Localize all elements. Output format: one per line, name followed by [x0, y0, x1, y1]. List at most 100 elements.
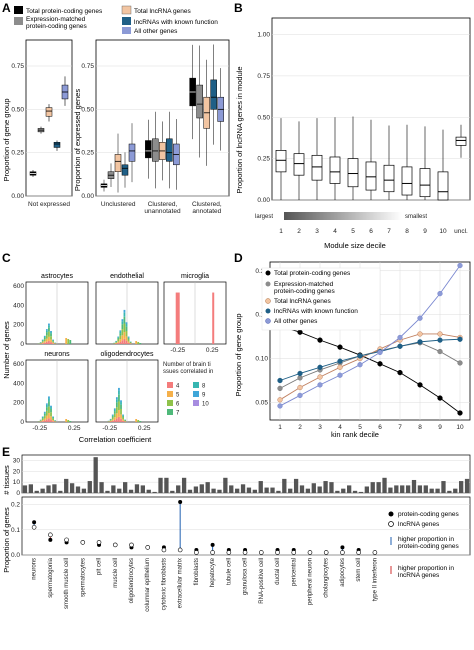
c-hist-bar: [52, 417, 54, 419]
c-legend-swatch: [167, 391, 173, 397]
d-point: [337, 372, 343, 378]
e-top-bar: [34, 490, 39, 493]
d-point: [317, 374, 323, 380]
c-facet-title: oligodendrocytes: [101, 351, 154, 358]
b-xtick: 4: [333, 228, 337, 235]
a-left-box: [53, 142, 61, 148]
panel-letter-c: C: [2, 251, 11, 265]
c-hist-bar: [43, 420, 46, 422]
e-top-bar: [187, 489, 193, 493]
b-ytick: 0.75: [257, 73, 270, 80]
c-hist-bar: [50, 332, 52, 334]
e-category-label: pericentral: [291, 558, 297, 586]
c-hist-bar: [41, 343, 44, 344]
b-xtick: uncl.: [454, 228, 468, 235]
c-hist-bar: [67, 420, 70, 422]
panel-c-histograms: astrocytes 0 200 400 600 endothelial microglia…: [13, 273, 227, 432]
c-hist-bar: [118, 416, 120, 422]
c-ytick: 400: [13, 380, 24, 387]
a-right-ytick: 0.50: [81, 106, 94, 113]
c-hist-bar: [117, 339, 120, 342]
c-hist-bar: [115, 399, 118, 403]
c-hist-bar: [50, 336, 52, 340]
c-xtick: 0.25: [68, 425, 81, 432]
d-point: [457, 262, 463, 269]
c-hist-bar: [127, 336, 130, 338]
c-legend-label: 5: [176, 393, 180, 399]
c-hist-bar: [122, 419, 124, 421]
e-top-bar: [376, 482, 381, 493]
d-point: [297, 375, 303, 381]
e-top-bar: [128, 489, 134, 493]
b-box: [419, 168, 431, 198]
c-hist-bar: [50, 419, 52, 422]
c-facet-title: neurons: [44, 351, 70, 358]
e-category-label: RNA-positive cell: [259, 558, 265, 604]
e-lncrna-point: [210, 550, 215, 555]
legend-a-swatch-other: [122, 27, 131, 34]
e-category-label: smooth muscle cell: [64, 558, 70, 609]
e-top-bar: [252, 489, 257, 493]
d-point: [417, 315, 423, 321]
e-lncrna-point: [64, 537, 69, 543]
c-hist-bar: [45, 403, 48, 405]
e-top-bar: [370, 482, 375, 493]
legend-a-swatch-matched: [14, 17, 23, 25]
b-box: [275, 150, 287, 173]
a-right-box: [210, 79, 217, 110]
c-hist-bar: [113, 411, 116, 414]
e-top-bar: [317, 486, 322, 493]
d-point: [417, 331, 423, 337]
c-hist-bar: [43, 413, 46, 416]
panel-e-lollipops: 0 10 20 30 0.0 0.1 0.2 neurons spermatogonia smoo…: [11, 454, 471, 612]
c-hist-bar: [127, 342, 130, 344]
legend-e-marker-protein: [388, 511, 394, 517]
b-annotation-largest: largest: [255, 214, 273, 220]
e-top-bar: [258, 481, 263, 493]
d-point: [337, 344, 343, 350]
c-legend-label: 7: [176, 411, 180, 417]
c-legend-label: 8: [202, 384, 206, 390]
e-top-bar: [358, 491, 364, 493]
b-xtick: 5: [351, 228, 355, 235]
d-point: [337, 358, 343, 364]
c-hist-bar: [127, 337, 130, 339]
e-top-bar: [364, 486, 369, 493]
c-hist-bar: [121, 335, 124, 341]
c-hist-bar: [125, 324, 128, 327]
c-ytick: 0: [20, 419, 24, 426]
c-hist-bar: [123, 338, 126, 344]
e-top-bar: [117, 488, 122, 493]
panel-letter-b: B: [234, 1, 243, 15]
c-legend-label: 4: [176, 384, 180, 390]
e-top-bar: [75, 486, 81, 493]
e-top-bar: [170, 490, 175, 493]
c-facet-title: microglia: [181, 273, 209, 280]
e-top-bar: [417, 485, 423, 493]
c-hist-bar: [122, 417, 124, 420]
d-ytick: 0.05: [255, 399, 268, 406]
c-ytick: 600: [13, 361, 24, 368]
e-category-label: adipocytes: [340, 558, 346, 587]
e-lncrna-point: [323, 550, 329, 555]
d-xtick: 7: [398, 424, 402, 431]
c-hist-bar: [41, 421, 44, 422]
d-xtick: 5: [358, 424, 362, 431]
c-legend-swatch: [167, 409, 173, 415]
c-ytick: 400: [13, 302, 24, 309]
panel-letter-e: E: [2, 445, 10, 459]
e-lncrna-point: [112, 542, 118, 548]
a-left-ytick: 0.75: [11, 63, 24, 70]
e-top-bar: [240, 484, 246, 493]
c-hist-bar: [45, 407, 48, 411]
d-point: [437, 348, 443, 355]
e-top-bar: [246, 487, 252, 493]
legend-d-marker-protein: [265, 270, 271, 276]
legend-a-label-known: lncRNAs with known function: [134, 19, 218, 26]
c-hist-bar: [48, 418, 50, 422]
e-category-label: muscle cell: [113, 558, 119, 588]
c-legend-label: 9: [202, 393, 206, 399]
c-hist-bar: [121, 324, 124, 330]
c-hist-bar: [117, 336, 120, 338]
c-hist-bar: [125, 330, 128, 337]
